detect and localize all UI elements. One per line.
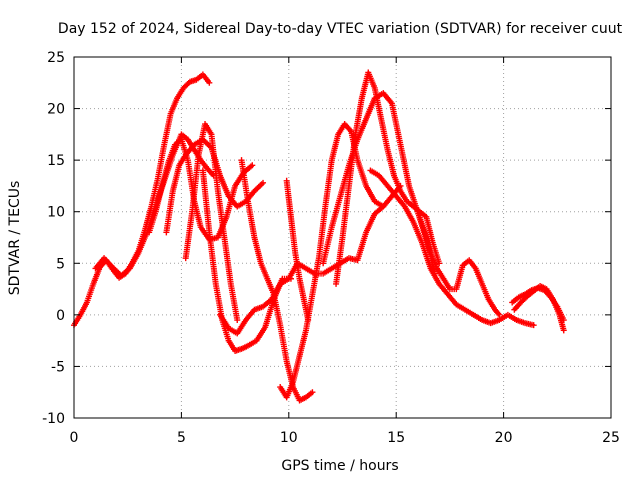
data-point-marker [260,179,267,186]
series-sat-J [283,177,312,324]
x-axis-label: GPS time / hours [281,458,398,474]
series-sat-N [414,208,503,318]
data-point-marker [309,389,316,396]
series-sat-E [182,121,241,324]
y-tick-label: 0 [56,308,65,324]
y-tick-label: 25 [47,50,65,66]
x-tick-label: 25 [602,430,620,446]
x-tick-label: 20 [495,430,513,446]
x-tick-label: 15 [387,430,405,446]
data-point-marker [249,162,256,169]
series-sat-P [509,285,567,324]
x-tick-label: 5 [177,430,186,446]
x-tick-label: 10 [280,430,298,446]
data-point-marker [496,311,503,318]
data-point-marker [560,327,567,334]
y-tick-label: 15 [47,153,65,169]
data-point-marker [560,317,567,324]
series-sat-M [367,167,537,329]
data-point-marker [234,317,241,324]
data-point-marker [495,310,502,317]
series-sat-B [92,131,217,279]
y-tick-label: 5 [56,256,65,272]
series-sat-L [333,69,443,287]
x-tick-label: 0 [70,430,79,446]
series-sat-F [199,167,294,354]
data-point-marker [206,79,213,86]
y-tick-label: 10 [47,205,65,221]
data-point-marker [305,317,312,324]
series-sat-G [217,203,387,337]
series-sat-K [320,90,438,277]
plot-frame [73,56,612,419]
y-axis-label: SDTVAR / TECUs [7,181,23,296]
data-point-marker [530,322,537,329]
y-tick-label: -5 [51,359,65,375]
y-tick-label: -10 [42,411,65,427]
chart-title: Day 152 of 2024, Sidereal Day-to-day VTE… [58,21,623,37]
y-tick-label: 20 [47,102,65,118]
